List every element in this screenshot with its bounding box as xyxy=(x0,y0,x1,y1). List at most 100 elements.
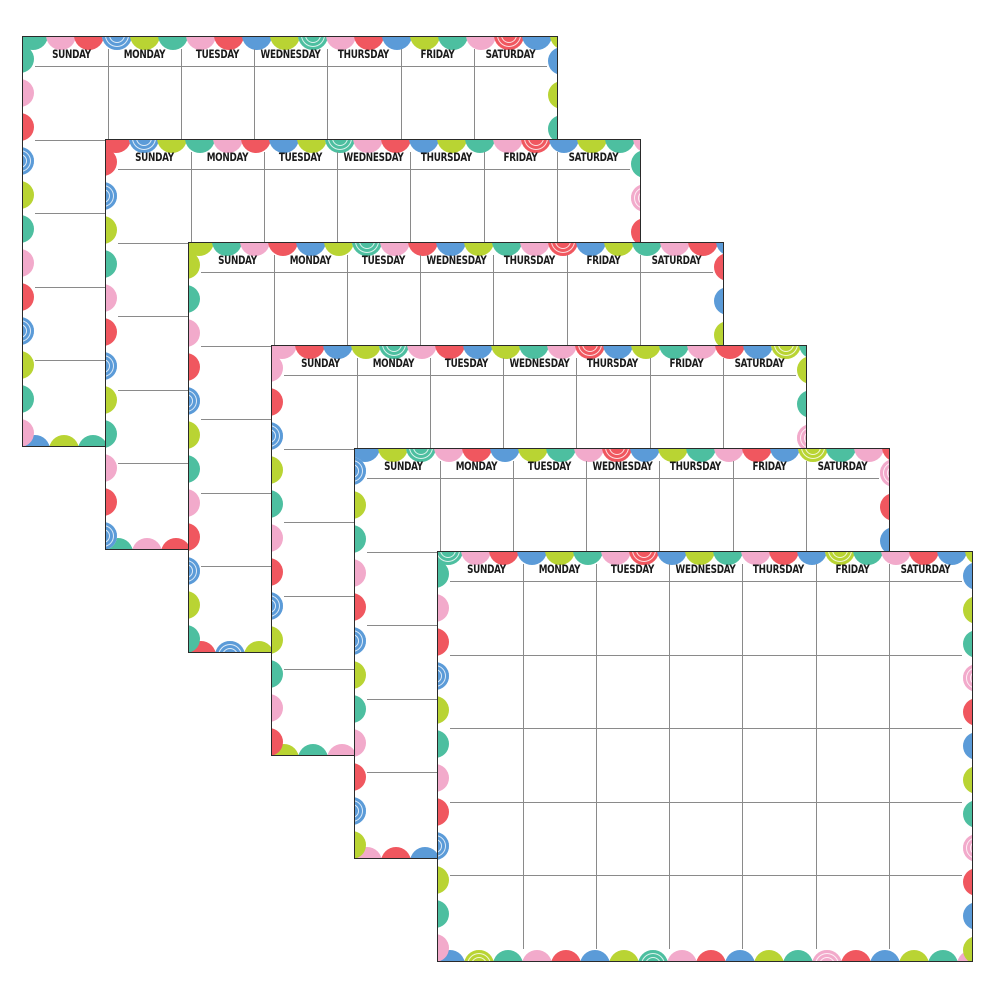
scallop-dot xyxy=(438,696,449,724)
scallop-dot xyxy=(185,140,215,153)
scallop-dot xyxy=(463,346,493,359)
scallop-dot xyxy=(297,140,327,153)
scallop-dot xyxy=(410,847,440,858)
scallop-dot xyxy=(797,552,827,565)
scallop-dot xyxy=(438,950,465,961)
scallop-dot xyxy=(351,346,381,359)
scallop-dot xyxy=(189,523,200,551)
scallop-dot xyxy=(825,552,855,565)
week-row-line xyxy=(450,875,962,876)
day-column-line xyxy=(596,564,598,949)
day-header-tuesday: TUESDAY xyxy=(362,253,406,267)
week-row-line xyxy=(201,272,713,273)
scallop-dot xyxy=(464,243,494,256)
scallop-dot xyxy=(189,285,200,313)
scallop-dot xyxy=(157,140,187,153)
scallop-dot xyxy=(355,729,366,757)
day-header-wednesday: WEDNESDAY xyxy=(675,562,736,576)
scallop-dot xyxy=(522,37,552,50)
scallop-dot xyxy=(242,37,272,50)
scallop-dot xyxy=(797,390,806,418)
scallop-dot xyxy=(272,490,283,518)
scallop-dot xyxy=(638,950,668,961)
scallop-dot xyxy=(240,243,270,256)
scallop-dot xyxy=(186,37,216,50)
day-column-line xyxy=(815,564,817,949)
scallop-dot xyxy=(296,243,326,256)
scallop-dot xyxy=(688,243,718,256)
scallop-dot xyxy=(573,552,603,565)
scallop-dot xyxy=(464,950,494,961)
day-header-monday: MONDAY xyxy=(455,459,498,473)
day-header-monday: MONDAY xyxy=(206,150,249,164)
scallop-dot xyxy=(631,184,640,212)
scallop-dot xyxy=(493,950,523,961)
day-header-sunday: SUNDAY xyxy=(301,356,340,370)
scallop-dot xyxy=(214,37,244,50)
scallop-dot xyxy=(603,346,633,359)
scallop-dot xyxy=(937,552,967,565)
scallop-dot xyxy=(602,449,632,462)
scallop-dot xyxy=(853,552,883,565)
scallop-dot xyxy=(880,527,889,555)
scallop-dot xyxy=(23,283,34,311)
scallop-dot xyxy=(633,140,640,153)
scallop-dot xyxy=(132,538,162,549)
scallop-dot xyxy=(270,37,300,50)
day-header-sunday: SUNDAY xyxy=(135,150,174,164)
scallop-dot xyxy=(268,243,298,256)
scallop-dot xyxy=(106,420,117,448)
scallop-dot xyxy=(355,695,366,723)
scallop-dot xyxy=(407,346,437,359)
scallop-dot xyxy=(23,215,34,243)
scallop-dot xyxy=(352,243,382,256)
scallop-dot xyxy=(355,627,366,655)
scallop-dot xyxy=(272,354,283,382)
scallop-dot xyxy=(438,764,449,792)
scallop-dot xyxy=(713,552,743,565)
scallop-dot xyxy=(462,449,492,462)
scallop-dot xyxy=(325,140,355,153)
scallop-dot xyxy=(381,847,411,858)
scallop-dot xyxy=(880,459,889,487)
day-header-thursday: THURSDAY xyxy=(338,47,390,61)
scallop-dot xyxy=(272,422,283,450)
day-header-tuesday: TUESDAY xyxy=(528,459,572,473)
day-header-saturday: SATURDAY xyxy=(900,562,950,576)
scallop-dot xyxy=(272,694,283,722)
scallop-dot xyxy=(410,37,440,50)
scallop-dot xyxy=(102,37,132,50)
scallop-dot xyxy=(783,950,813,961)
scallop-dot xyxy=(549,140,579,153)
scallop-dot xyxy=(548,47,557,75)
scallop-dot xyxy=(355,559,366,587)
week-row-line xyxy=(450,728,962,729)
scallop-dot xyxy=(106,538,133,549)
scallop-dot xyxy=(355,661,366,689)
scallop-dot xyxy=(189,387,200,415)
scallop-dot xyxy=(23,435,50,446)
scallop-dot xyxy=(466,37,496,50)
scallop-dot xyxy=(106,216,117,244)
scallop-dot xyxy=(438,552,463,565)
day-header-sunday: SUNDAY xyxy=(52,47,91,61)
scallop-dot xyxy=(438,900,449,928)
day-header-thursday: THURSDAY xyxy=(504,253,556,267)
scallop-dot xyxy=(548,243,578,256)
scallop-dot xyxy=(272,728,283,755)
scallop-dot xyxy=(519,346,549,359)
scallop-dot xyxy=(23,249,34,277)
scallop-dot xyxy=(435,346,465,359)
scallop-dot xyxy=(106,488,117,516)
scallop-dot xyxy=(546,449,576,462)
scallop-dot xyxy=(659,346,689,359)
scallop-dot xyxy=(189,421,200,449)
scallop-dot xyxy=(189,641,216,652)
day-header-saturday: SATURDAY xyxy=(734,356,784,370)
scallop-dot xyxy=(272,346,297,359)
scallop-dot xyxy=(23,351,34,379)
scallop-dot xyxy=(826,449,856,462)
scallop-dot xyxy=(23,37,48,50)
scallop-dot xyxy=(189,455,200,483)
day-header-saturday: SATURDAY xyxy=(651,253,701,267)
